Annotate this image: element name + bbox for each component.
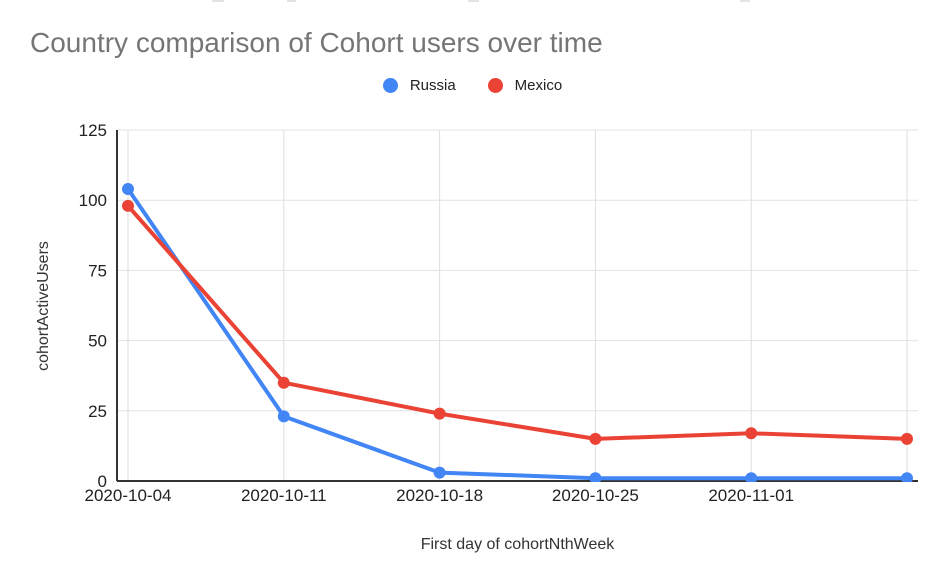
chart-title: Country comparison of Cohort users over … [30,27,603,58]
mexico-series-line [126,203,909,441]
russia-data-point[interactable] [433,466,446,479]
russia-data-point[interactable] [122,182,134,195]
y-tick-label: 0 [98,472,107,491]
mexico-data-point[interactable] [122,199,134,212]
russia-series-line [126,186,909,481]
x-tick-label: 2020-10-11 [241,486,327,505]
mexico-series-color-dot-icon [487,78,503,93]
russia-data-point[interactable] [589,472,602,484]
y-tick-label: 50 [88,332,107,351]
y-tick-label: 75 [88,261,107,280]
x-axis-title: First day of cohortNthWeek [420,536,615,553]
mexico-data-point[interactable] [433,407,446,420]
russia-data-point[interactable] [745,472,758,484]
mexico-data-point[interactable] [277,376,290,389]
legend-item-russia: Russia [382,77,456,94]
x-tick-label: 2020-10-04 [85,486,172,505]
mexico-data-point[interactable] [745,427,758,440]
clipped-top-artifact [287,0,296,2]
clipped-top-artifact [468,0,479,2]
legend-item-mexico: Mexico [487,77,563,94]
y-axis-title: cohortActiveUsers [35,241,52,371]
y-tick-label: 25 [88,402,107,421]
mexico-data-point[interactable] [901,432,913,445]
russia-series-color-dot-icon [382,78,398,93]
clipped-top-artifact [740,0,750,2]
legend-label-russia: Russia [409,77,456,94]
legend-label-mexico: Mexico [514,77,563,94]
y-tick-label: 100 [79,191,107,210]
legend: Russia Mexico [0,77,945,94]
mexico-data-point[interactable] [589,432,602,445]
clipped-top-artifact [212,0,224,2]
x-tick-label: 2020-10-18 [396,486,483,505]
russia-data-point[interactable] [901,472,913,484]
russia-data-point[interactable] [277,410,290,423]
x-tick-label: 2020-10-25 [552,486,639,505]
x-tick-label: 2020-11-01 [708,486,794,505]
y-tick-label: 125 [79,121,107,140]
